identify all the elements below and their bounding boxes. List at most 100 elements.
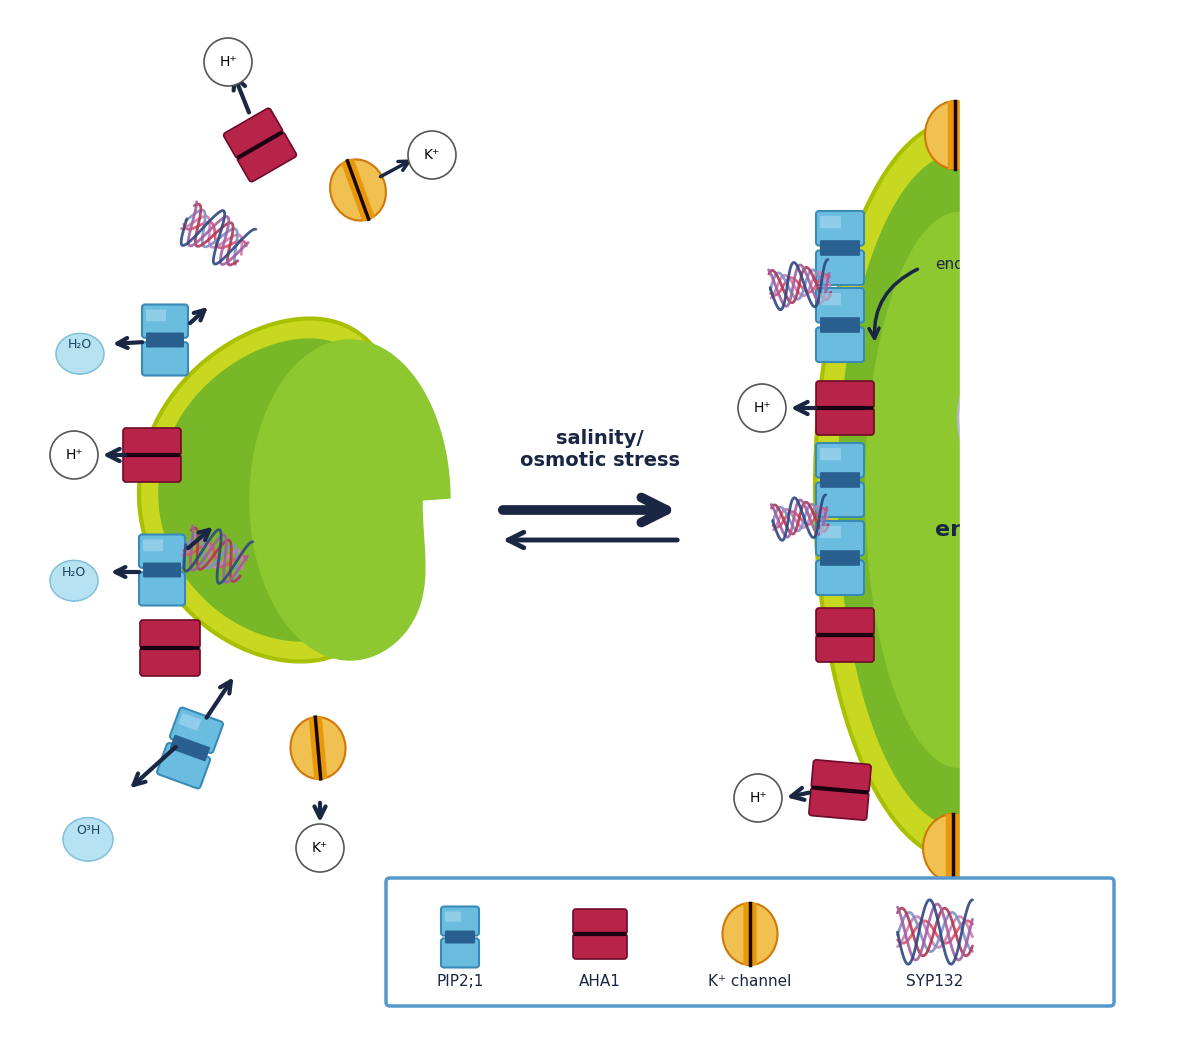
FancyBboxPatch shape [170, 735, 210, 761]
FancyBboxPatch shape [816, 443, 864, 478]
FancyBboxPatch shape [170, 708, 223, 753]
FancyBboxPatch shape [809, 788, 869, 820]
FancyBboxPatch shape [816, 608, 874, 636]
Text: Na⁺: Na⁺ [1027, 623, 1052, 636]
FancyBboxPatch shape [820, 317, 860, 333]
Text: O³H: O³H [76, 823, 100, 836]
FancyBboxPatch shape [574, 934, 628, 959]
FancyBboxPatch shape [1045, 401, 1061, 411]
FancyBboxPatch shape [386, 878, 1114, 1006]
FancyBboxPatch shape [442, 907, 479, 936]
Circle shape [958, 336, 1122, 500]
FancyBboxPatch shape [223, 108, 283, 158]
FancyBboxPatch shape [179, 713, 202, 731]
FancyBboxPatch shape [574, 909, 628, 934]
FancyBboxPatch shape [816, 251, 864, 285]
Text: K⁺: K⁺ [312, 841, 328, 855]
FancyBboxPatch shape [124, 455, 181, 482]
FancyBboxPatch shape [816, 289, 864, 322]
FancyBboxPatch shape [820, 216, 841, 229]
FancyBboxPatch shape [142, 304, 188, 338]
FancyBboxPatch shape [820, 448, 841, 460]
FancyBboxPatch shape [308, 716, 328, 779]
Text: H⁺: H⁺ [749, 791, 767, 804]
FancyBboxPatch shape [820, 551, 860, 565]
Circle shape [734, 774, 782, 822]
Ellipse shape [923, 814, 983, 882]
FancyBboxPatch shape [140, 648, 200, 676]
Text: K⁺ channel: K⁺ channel [708, 974, 792, 990]
FancyBboxPatch shape [946, 814, 960, 882]
Text: H⁺: H⁺ [220, 55, 236, 69]
FancyBboxPatch shape [1045, 419, 1075, 431]
FancyBboxPatch shape [820, 240, 860, 256]
FancyBboxPatch shape [142, 342, 188, 376]
FancyBboxPatch shape [816, 327, 864, 362]
Text: Na⁺: Na⁺ [1027, 681, 1052, 695]
FancyBboxPatch shape [341, 159, 374, 221]
Polygon shape [865, 213, 1055, 768]
FancyBboxPatch shape [820, 472, 860, 488]
FancyBboxPatch shape [816, 408, 874, 435]
Circle shape [738, 384, 786, 432]
Text: H₂O: H₂O [62, 565, 86, 578]
Circle shape [50, 431, 98, 479]
FancyBboxPatch shape [157, 743, 210, 789]
FancyBboxPatch shape [816, 635, 874, 662]
FancyBboxPatch shape [820, 526, 841, 538]
FancyBboxPatch shape [143, 539, 163, 552]
FancyBboxPatch shape [445, 912, 461, 921]
FancyBboxPatch shape [140, 620, 200, 649]
FancyBboxPatch shape [1042, 396, 1079, 424]
Polygon shape [50, 560, 98, 601]
Circle shape [1016, 664, 1064, 712]
FancyBboxPatch shape [816, 482, 864, 517]
FancyBboxPatch shape [139, 572, 185, 605]
FancyBboxPatch shape [744, 903, 757, 965]
Text: K⁺: K⁺ [424, 148, 440, 162]
FancyBboxPatch shape [442, 938, 479, 968]
FancyBboxPatch shape [816, 381, 874, 409]
Text: AHA1: AHA1 [580, 974, 620, 990]
FancyBboxPatch shape [146, 310, 166, 321]
Text: H₂O: H₂O [68, 338, 92, 352]
Circle shape [1016, 721, 1064, 769]
FancyBboxPatch shape [816, 211, 864, 245]
Text: endocytosis: endocytosis [935, 258, 1026, 273]
FancyBboxPatch shape [445, 931, 475, 943]
Circle shape [992, 378, 1028, 414]
Polygon shape [139, 318, 412, 661]
FancyBboxPatch shape [811, 760, 871, 793]
Text: salinity/
osmotic stress: salinity/ osmotic stress [520, 430, 680, 471]
Polygon shape [815, 120, 1105, 860]
Circle shape [1044, 418, 1080, 454]
FancyBboxPatch shape [238, 132, 296, 182]
Ellipse shape [330, 159, 386, 221]
Circle shape [296, 824, 344, 872]
Polygon shape [64, 817, 113, 861]
Ellipse shape [925, 101, 985, 168]
Text: Na⁺: Na⁺ [1027, 738, 1052, 752]
Polygon shape [960, 69, 1200, 910]
Text: PIP2;1: PIP2;1 [437, 974, 484, 990]
FancyBboxPatch shape [139, 535, 185, 568]
Text: SYP132: SYP132 [906, 974, 964, 990]
Ellipse shape [290, 717, 346, 779]
Polygon shape [839, 154, 1082, 827]
FancyBboxPatch shape [146, 333, 184, 347]
Circle shape [992, 418, 1028, 454]
Polygon shape [158, 339, 398, 641]
Polygon shape [56, 334, 104, 374]
Text: H⁺: H⁺ [65, 448, 83, 462]
Polygon shape [250, 340, 450, 660]
FancyBboxPatch shape [143, 562, 181, 577]
FancyBboxPatch shape [816, 521, 864, 556]
FancyBboxPatch shape [948, 101, 962, 168]
FancyBboxPatch shape [816, 560, 864, 595]
Circle shape [408, 131, 456, 179]
Circle shape [1018, 400, 1054, 436]
FancyBboxPatch shape [124, 428, 181, 456]
FancyBboxPatch shape [820, 293, 841, 305]
Text: H⁺: H⁺ [754, 401, 770, 415]
Circle shape [1016, 605, 1064, 654]
